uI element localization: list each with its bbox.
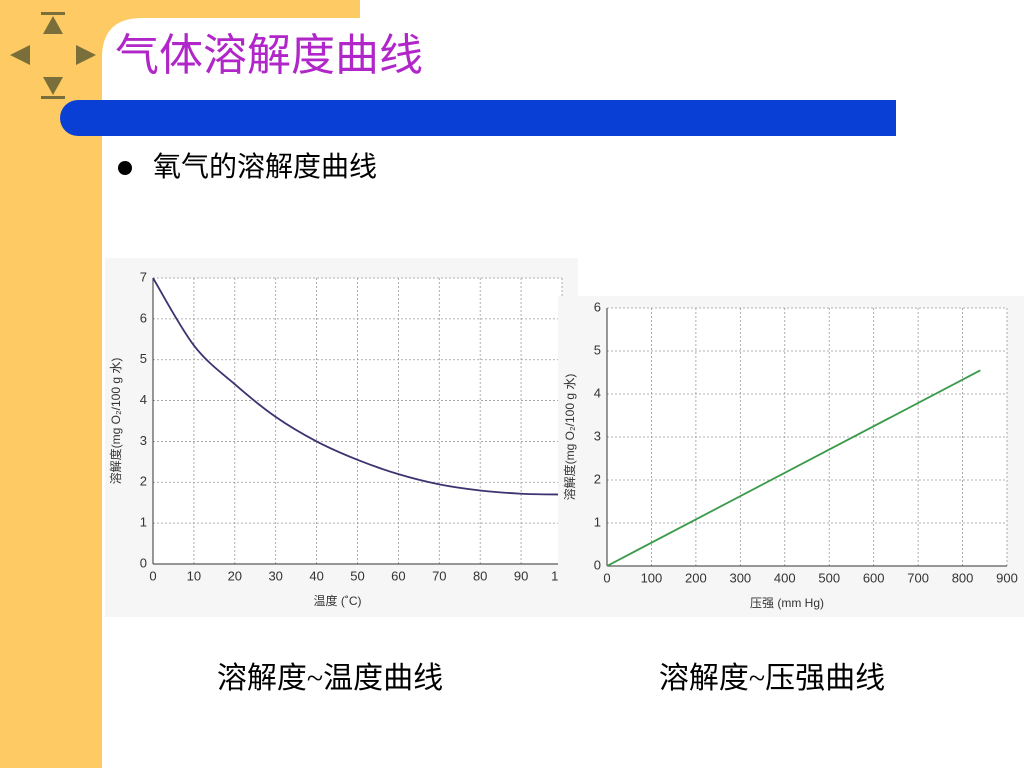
chart: 0 1 2 3 4 5 6 0 100 200 300 400 500 600 700 800 900 压强 (m…	[558, 296, 1024, 617]
plot-area	[153, 278, 562, 564]
x-tick-label: 90	[514, 568, 528, 583]
x-tick-label: 20	[228, 568, 242, 583]
x-tick-label: 100	[641, 570, 663, 585]
x-tick-label: 40	[309, 568, 323, 583]
bullet-dot	[118, 161, 132, 175]
data-line	[606, 369, 981, 567]
y-tick-label: 1	[594, 514, 601, 529]
y-tick-label: 2	[140, 474, 147, 489]
y-tick-label: 0	[140, 555, 147, 570]
x-tick-label: 800	[952, 570, 974, 585]
y-tick-label: 4	[140, 392, 147, 407]
y-tick-label: 2	[594, 471, 601, 486]
x-tick-label: 80	[473, 568, 487, 583]
title-bar	[80, 100, 896, 136]
caption: 溶解度~压强曲线	[659, 662, 885, 695]
x-tick-label: 30	[268, 568, 282, 583]
y-tick-label: 3	[594, 428, 601, 443]
y-axis-label: 溶解度(mg O₂/100 g 水)	[562, 374, 577, 501]
y-tick-label: 3	[140, 433, 147, 448]
bullet-text: 氧气的溶解度曲线	[153, 151, 377, 183]
data-line	[152, 277, 563, 496]
x-tick-label: 0	[149, 568, 156, 583]
caption: 溶解度~温度曲线	[217, 662, 443, 695]
y-tick-label: 0	[594, 557, 601, 572]
x-tick-label: 900	[996, 570, 1018, 585]
x-axis-label: 压强 (mm Hg)	[750, 596, 824, 610]
nav-icons	[10, 12, 96, 99]
x-tick-label: 600	[863, 570, 885, 585]
x-tick-label: 50	[350, 568, 364, 583]
x-tick-label: 0	[603, 570, 610, 585]
y-tick-label: 5	[594, 342, 601, 357]
y-tick-label: 7	[140, 269, 147, 284]
x-tick-label: 10	[187, 568, 201, 583]
chart: 012345670102030405060708090100温度 (˚C)溶解度…	[105, 258, 578, 617]
y-tick-label: 6	[594, 299, 601, 314]
y-tick-label: 1	[140, 515, 147, 530]
x-tick-label: 200	[685, 570, 707, 585]
x-tick-label: 60	[391, 568, 405, 583]
y-tick-label: 4	[594, 385, 601, 400]
y-axis-label: 溶解度(mg O₂/100 g 水)	[108, 358, 123, 485]
x-tick-label: 500	[818, 570, 840, 585]
x-tick-label: 400	[774, 570, 796, 585]
x-tick-label: 300	[729, 570, 751, 585]
x-tick-label: 70	[432, 568, 446, 583]
y-tick-label: 5	[140, 351, 147, 366]
x-axis-label: 温度 (˚C)	[314, 593, 362, 608]
x-tick-label: 700	[907, 570, 929, 585]
y-tick-label: 6	[140, 310, 147, 325]
slide-title: 气体溶解度曲线	[115, 31, 423, 80]
